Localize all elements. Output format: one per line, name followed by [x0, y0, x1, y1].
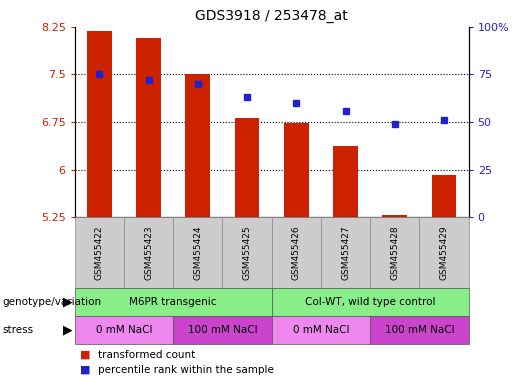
Text: ■: ■ — [80, 365, 90, 375]
Text: GSM455426: GSM455426 — [292, 225, 301, 280]
Text: GSM455427: GSM455427 — [341, 225, 350, 280]
Text: ▶: ▶ — [62, 296, 72, 309]
Bar — [383, 215, 407, 217]
Bar — [432, 175, 456, 217]
Title: GDS3918 / 253478_at: GDS3918 / 253478_at — [195, 9, 348, 23]
Bar — [87, 31, 112, 217]
Bar — [136, 38, 161, 217]
Text: percentile rank within the sample: percentile rank within the sample — [98, 365, 274, 375]
Text: Col-WT, wild type control: Col-WT, wild type control — [305, 297, 435, 307]
Text: GSM455429: GSM455429 — [439, 225, 449, 280]
Bar — [333, 146, 358, 217]
Text: 100 mM NaCl: 100 mM NaCl — [385, 325, 454, 335]
Text: transformed count: transformed count — [98, 350, 195, 360]
Text: 100 mM NaCl: 100 mM NaCl — [187, 325, 257, 335]
Text: GSM455425: GSM455425 — [243, 225, 251, 280]
Bar — [284, 123, 308, 217]
Text: stress: stress — [3, 325, 33, 335]
Text: GSM455424: GSM455424 — [193, 226, 202, 280]
Text: GSM455423: GSM455423 — [144, 225, 153, 280]
Text: 0 mM NaCl: 0 mM NaCl — [96, 325, 152, 335]
Text: ▶: ▶ — [62, 323, 72, 336]
Bar — [185, 74, 210, 217]
Text: GSM455428: GSM455428 — [390, 225, 399, 280]
Text: GSM455422: GSM455422 — [95, 226, 104, 280]
Text: genotype/variation: genotype/variation — [3, 297, 101, 307]
Text: 0 mM NaCl: 0 mM NaCl — [293, 325, 349, 335]
Text: ■: ■ — [80, 350, 90, 360]
Bar — [235, 118, 260, 217]
Text: M6PR transgenic: M6PR transgenic — [129, 297, 217, 307]
